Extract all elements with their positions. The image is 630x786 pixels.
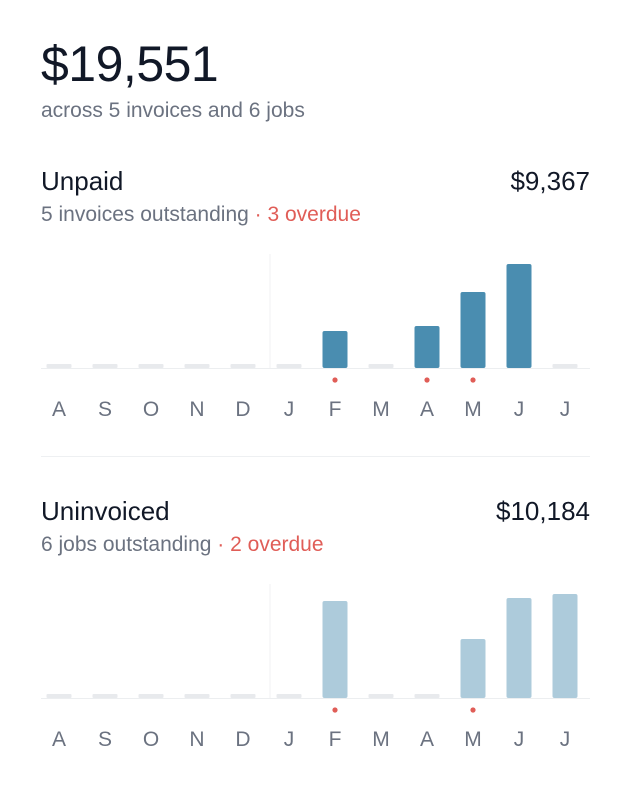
month-label: O [143, 728, 159, 751]
unpaid-amount: $9,367 [510, 166, 590, 196]
month-label: S [98, 398, 112, 421]
chart-bar-empty-0-0 [46, 364, 72, 368]
unpaid-overdue: 3 overdue [267, 203, 361, 226]
unpaid-subtitle: 5 invoices outstanding · 3 overdue [41, 202, 361, 228]
chart-bar-empty-1-5 [276, 694, 302, 698]
unpaid-section[interactable]: Unpaid $9,367 5 invoices outstanding · 3… [41, 164, 590, 421]
chart-bar-0-8 [414, 326, 440, 368]
chart-bar-0-6 [322, 331, 348, 368]
uninvoiced-section[interactable]: Uninvoiced $10,184 6 jobs outstanding · … [41, 494, 590, 751]
month-label: O [143, 398, 159, 421]
chart-bar-empty-1-7 [368, 694, 394, 698]
overdue-dot [424, 377, 430, 383]
chart-bar-empty-0-3 [184, 364, 210, 368]
month-label: J [560, 398, 571, 421]
overdue-dot [332, 707, 338, 713]
chart-bar-1-6 [322, 601, 348, 698]
month-label: F [329, 398, 342, 421]
month-label: A [420, 728, 434, 751]
chart-bar-empty-1-3 [184, 694, 210, 698]
month-label: F [329, 728, 342, 751]
uninvoiced-title: Uninvoiced [41, 496, 170, 526]
unpaid-title: Unpaid [41, 166, 124, 196]
chart-bar-empty-1-2 [138, 694, 164, 698]
chart-bar-empty-1-0 [46, 694, 72, 698]
unpaid-header: Unpaid $9,367 [41, 164, 590, 198]
uninvoiced-subtitle: 6 jobs outstanding · 2 overdue [41, 532, 324, 558]
uninvoiced-outstanding: 6 jobs outstanding [41, 533, 212, 556]
month-label: S [98, 728, 112, 751]
month-label: M [464, 728, 482, 751]
month-label: N [189, 398, 204, 421]
chart-bar-empty-1-8 [414, 694, 440, 698]
month-label: J [284, 728, 295, 751]
chart-bar-1-9 [460, 639, 486, 698]
chart-bar-empty-1-1 [92, 694, 118, 698]
chart-bar-empty-0-5 [276, 364, 302, 368]
overdue-dot [332, 377, 338, 383]
chart-bar-1-11 [552, 594, 578, 698]
month-label: M [372, 728, 390, 751]
uninvoiced-amount: $10,184 [496, 496, 590, 526]
chart-bar-0-10 [506, 264, 532, 368]
month-label: J [514, 398, 525, 421]
uninvoiced-separator: · [211, 533, 231, 556]
chart-bar-empty-1-4 [230, 694, 256, 698]
chart-bar-0-9 [460, 292, 486, 368]
uninvoiced-header: Uninvoiced $10,184 [41, 494, 590, 528]
month-label: M [372, 398, 390, 421]
unpaid-separator: · [248, 203, 268, 226]
chart-bar-1-10 [506, 598, 532, 698]
chart-bar-empty-0-7 [368, 364, 394, 368]
month-label: J [560, 728, 571, 751]
month-label: J [284, 398, 295, 421]
month-label: D [235, 728, 250, 751]
month-label: A [52, 728, 66, 751]
unpaid-outstanding: 5 invoices outstanding [41, 203, 249, 226]
chart-bar-empty-0-2 [138, 364, 164, 368]
chart-bar-empty-0-1 [92, 364, 118, 368]
month-label: A [52, 398, 66, 421]
month-label: M [464, 398, 482, 421]
total-subtitle: across 5 invoices and 6 jobs [41, 99, 305, 122]
month-label: A [420, 398, 434, 421]
overdue-dot [470, 377, 476, 383]
section-divider [41, 456, 590, 457]
month-label: J [514, 728, 525, 751]
overdue-dot [470, 707, 476, 713]
month-label: N [189, 728, 204, 751]
uninvoiced-overdue: 2 overdue [230, 533, 324, 556]
month-label: D [235, 398, 250, 421]
total-amount: $19,551 [41, 36, 219, 92]
chart-bar-empty-0-4 [230, 364, 256, 368]
chart-bar-empty-0-11 [552, 364, 578, 368]
